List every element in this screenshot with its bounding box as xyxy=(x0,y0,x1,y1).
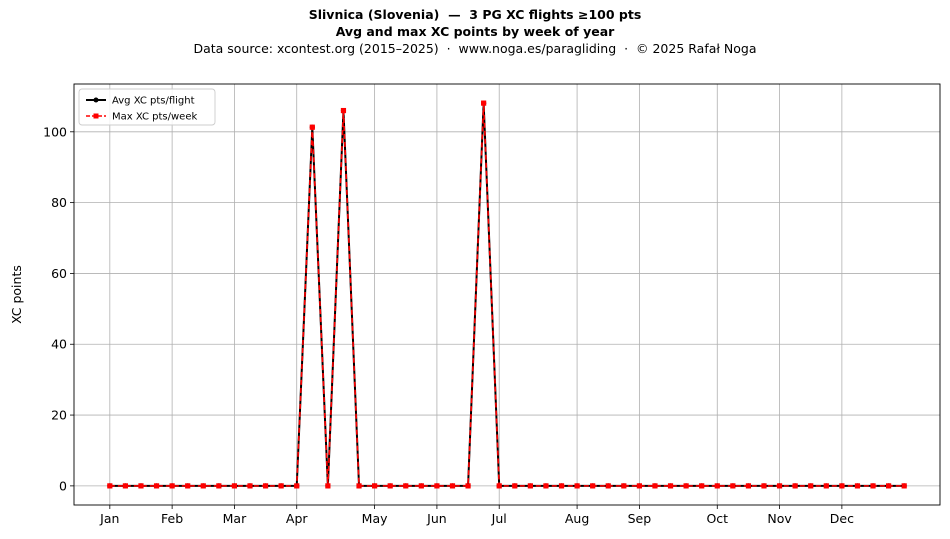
data-point xyxy=(730,483,736,489)
data-point xyxy=(854,483,861,489)
x-tick-label: Apr xyxy=(286,511,308,526)
data-point xyxy=(481,100,487,106)
x-tick-label: May xyxy=(362,511,388,526)
data-point xyxy=(216,483,222,489)
data-point xyxy=(169,483,175,489)
data-point xyxy=(776,483,783,489)
data-point xyxy=(465,483,471,489)
x-tick-label: Feb xyxy=(161,511,183,526)
chart-title: Slivnica (Slovenia) — 3 PG XC flights ≥1… xyxy=(308,7,642,22)
data-point xyxy=(745,483,752,489)
data-point xyxy=(761,483,767,489)
data-point xyxy=(122,483,128,489)
data-point xyxy=(605,483,611,489)
data-point xyxy=(418,483,424,489)
data-point xyxy=(200,483,206,489)
data-point xyxy=(714,483,720,489)
data-point xyxy=(309,124,315,130)
x-tick-label: Nov xyxy=(767,511,792,526)
x-tick-label: Oct xyxy=(706,511,728,526)
legend-swatch-marker xyxy=(93,97,99,103)
data-point xyxy=(496,483,502,489)
x-tick-label: Mar xyxy=(223,511,247,526)
data-point xyxy=(325,483,331,489)
data-point xyxy=(574,483,580,489)
data-point xyxy=(699,483,705,489)
y-tick-label: 0 xyxy=(59,478,67,493)
data-point xyxy=(667,483,674,489)
data-point xyxy=(107,483,113,489)
data-point xyxy=(185,483,191,489)
y-axis-label: XC points xyxy=(9,265,24,324)
legend-swatch-marker xyxy=(93,113,99,119)
chart-titles: Slivnica (Slovenia) — 3 PG XC flights ≥1… xyxy=(0,6,950,57)
data-point xyxy=(512,483,518,489)
data-point xyxy=(823,483,829,489)
data-point xyxy=(372,483,378,489)
data-point xyxy=(652,483,658,489)
data-point xyxy=(138,483,144,489)
data-point xyxy=(590,483,596,489)
data-point xyxy=(278,483,284,489)
data-point xyxy=(621,483,627,489)
data-point xyxy=(636,483,642,489)
data-point xyxy=(808,483,814,489)
x-tick-label: Dec xyxy=(830,511,854,526)
data-point xyxy=(294,483,300,489)
chart-subtitle: Avg and max XC points by week of year xyxy=(335,24,615,39)
data-point xyxy=(403,483,409,489)
data-point xyxy=(387,483,393,489)
x-tick-label: Sep xyxy=(628,511,652,526)
y-tick-label: 40 xyxy=(51,337,67,352)
data-point xyxy=(792,483,798,489)
data-point xyxy=(262,483,269,489)
x-tick-label: Aug xyxy=(565,511,589,526)
data-point xyxy=(543,483,549,489)
x-tick-label: Jan xyxy=(99,511,119,526)
legend-box xyxy=(78,88,216,126)
legend-label: Max XC pts/week xyxy=(112,112,197,123)
y-tick-label: 20 xyxy=(51,408,67,423)
y-tick-label: 100 xyxy=(43,124,67,139)
data-point xyxy=(870,483,876,489)
data-point xyxy=(340,107,347,114)
legend-label: Avg XC pts/flight xyxy=(112,96,195,107)
data-point xyxy=(356,483,362,489)
data-point xyxy=(434,483,440,489)
data-point xyxy=(901,483,907,489)
data-point xyxy=(231,483,238,489)
series-line xyxy=(109,102,905,487)
x-tick-label: Jul xyxy=(491,511,507,526)
x-tick-label: Jun xyxy=(426,511,447,526)
plot-frame xyxy=(73,83,941,506)
data-point xyxy=(247,483,253,489)
y-tick-label: 60 xyxy=(51,266,67,281)
data-point xyxy=(449,483,456,489)
data-point xyxy=(886,483,892,489)
y-tick-label: 80 xyxy=(51,195,67,210)
data-point xyxy=(839,483,845,489)
data-source-note: Data source: xcontest.org (2015–2025) · … xyxy=(193,41,757,56)
data-point xyxy=(683,483,689,489)
data-point xyxy=(153,483,160,489)
series-line xyxy=(109,102,905,487)
data-point xyxy=(558,483,565,489)
data-point xyxy=(527,483,533,489)
